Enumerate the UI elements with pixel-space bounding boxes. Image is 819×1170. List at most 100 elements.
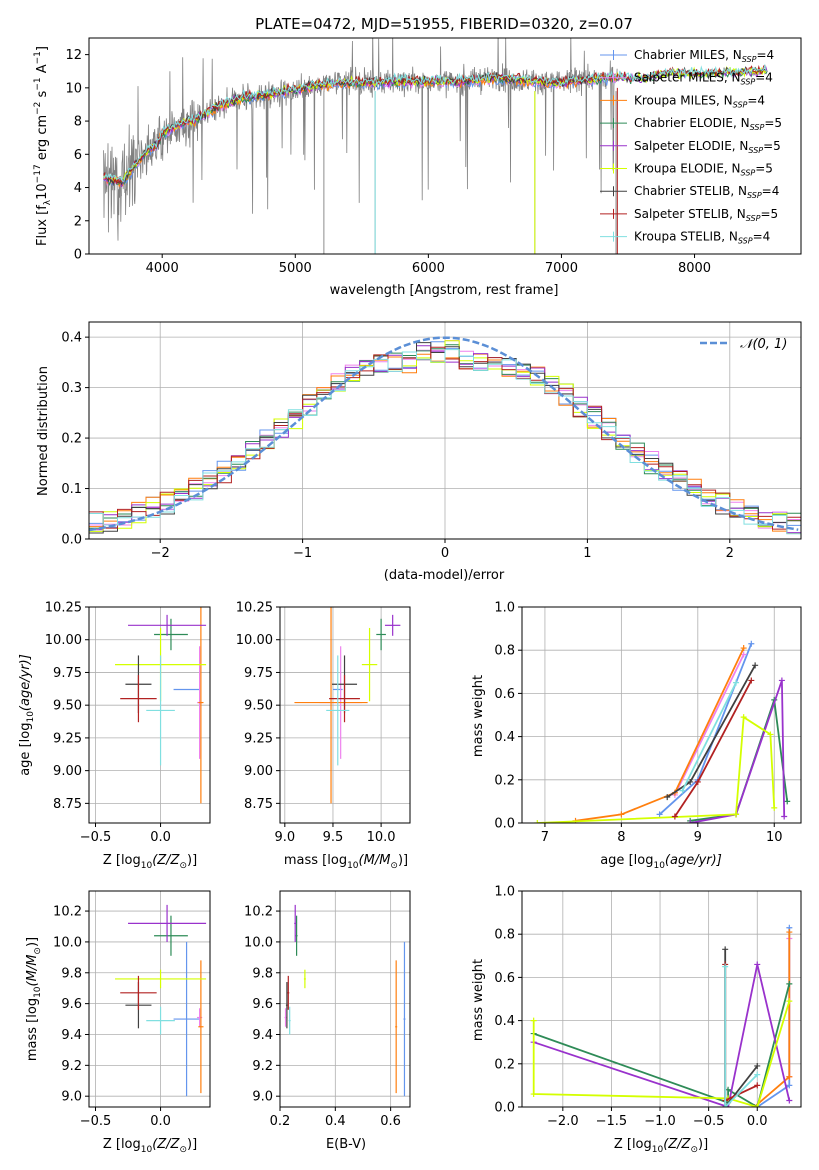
x-tick-label: 0.2 <box>270 1114 291 1129</box>
weight-age-marker-salp_elodie <box>781 813 788 820</box>
label-part: 10 <box>652 1145 664 1155</box>
legend-entry: Chabrier ELODIE, NSSP=5 <box>634 116 782 132</box>
legend-entry: Kroupa ELODIE, NSSP=5 <box>634 162 773 178</box>
x-tick-label: 10 <box>766 830 783 845</box>
y-tick-label: 0.6 <box>494 971 515 986</box>
figure-title: PLATE=0472, MJD=51955, FIBERID=0320, z=0… <box>255 15 633 33</box>
weight-z-marker-chab_elodie <box>786 980 793 987</box>
age-z-xlabel: Z [log10(Z/Z⊙)] <box>103 853 197 871</box>
legend-tail: =5 <box>763 139 781 153</box>
y-tick-label: 10.2 <box>53 905 82 920</box>
weight-z-marker-krou_stelib <box>722 1104 729 1107</box>
y-tick-label: 0.4 <box>494 730 515 745</box>
weight-age-ylabel: mass weight <box>471 675 486 757</box>
label-part: (M/M <box>359 853 391 868</box>
weight-z-marker-chab_stelib <box>722 946 729 953</box>
x-tick-label: 10.0 <box>367 830 396 845</box>
label-part: (age/yr)] <box>18 654 33 711</box>
weight-age-marker-chab_miles <box>748 640 755 647</box>
x-tick-label: 9 <box>694 830 702 845</box>
y-tick-label: 0.8 <box>494 928 515 943</box>
weight-z-xlabel: Z [log10(Z/Z⊙)] <box>614 1137 708 1155</box>
x-tick-label: 9.5 <box>323 830 344 845</box>
x-tick-label: 8000 <box>678 261 711 276</box>
weight-z-marker-krou_elodie <box>530 1017 537 1024</box>
residuals-xlabel: (data-model)/error <box>384 568 505 583</box>
y-tick-label: 10.0 <box>244 935 273 950</box>
weight-z-marker-krou_elodie <box>530 1091 537 1098</box>
y-tick-label: 8 <box>74 115 82 130</box>
x-tick-label: 5000 <box>279 261 312 276</box>
label-part: mass [log <box>25 998 40 1061</box>
weight-age-marker-krou_miles <box>740 645 747 652</box>
label-part: 10 <box>33 986 43 998</box>
y-tick-label: 9.00 <box>244 764 273 779</box>
weight-age-marker-chab_miles <box>656 811 663 818</box>
y-tick-label: 2 <box>74 214 82 229</box>
weight-z-marker-chab_stelib <box>754 1062 761 1069</box>
label-part: 10 <box>653 861 665 871</box>
weight-age-marker-krou_stelib <box>733 679 740 686</box>
mass-z-ylabel: mass [log10(M/M⊙)] <box>25 937 43 1061</box>
x-tick-label: 0 <box>441 546 449 561</box>
legend-tail: =5 <box>760 207 778 221</box>
x-tick-label: 4000 <box>146 261 179 276</box>
weight-vs-metallicity-panel: −2.0 −1.5 −1.0 −0.5 0.0 0.0 0.2 0.4 0.6 0.8 1.0 Z [… <box>494 885 802 1155</box>
y-tick-label: 0.0 <box>494 817 515 832</box>
y-tick-label: 9.0 <box>252 1090 273 1105</box>
legend-sub: SSP <box>741 169 756 178</box>
plot-area <box>534 640 791 823</box>
legend-sub: SSP <box>741 78 756 87</box>
label-part: −17 <box>33 164 43 183</box>
axes-frame <box>521 606 802 824</box>
y-tick-label: 0.6 <box>494 687 515 702</box>
label-part: )] <box>187 853 197 868</box>
y-tick-label: 8.75 <box>53 797 82 812</box>
x-tick-label: 0.0 <box>150 830 171 845</box>
plot-area <box>294 607 401 804</box>
weight-age-line-salp_miles <box>674 654 745 796</box>
legend-text: Chabrier STELIB, N <box>634 184 747 198</box>
y-tick-label: 9.50 <box>53 699 82 714</box>
x-tick-label: −1 <box>293 546 312 561</box>
label-part: −1 <box>33 51 43 64</box>
y-tick-label: 0.0 <box>61 533 82 548</box>
label-part: A <box>35 64 50 77</box>
y-tick-label: 9.25 <box>53 731 82 746</box>
label-part: ⊙ <box>690 1145 698 1155</box>
weight-age-marker-krou_elodie <box>534 820 541 823</box>
weight-age-xlabel: age [log10(age/yr)] <box>600 853 722 871</box>
x-tick-label: 7000 <box>545 261 578 276</box>
y-tick-label: 9.4 <box>252 1028 273 1043</box>
y-tick-label: 1.0 <box>494 601 515 616</box>
residuals-panel: −2 −1 0 1 2 0.0 0.1 0.2 0.3 0.4 𝒩(0, 1) <box>61 321 802 561</box>
x-tick-label: 1 <box>583 546 591 561</box>
y-tick-label: 9.6 <box>61 997 82 1012</box>
y-tick-label: 6 <box>74 148 82 163</box>
x-tick-label: 6000 <box>412 261 445 276</box>
y-tick-label: 9.4 <box>61 1028 82 1043</box>
weight-age-marker-salp_elodie <box>778 677 785 684</box>
weight-age-marker-krou_stelib <box>679 787 686 794</box>
weight-age-marker-salp_stelib <box>748 677 755 684</box>
axes-frame <box>279 606 411 824</box>
mass-ebv-xlabel: E(B-V) <box>326 1137 366 1152</box>
x-tick-label: −0.5 <box>693 1114 725 1129</box>
label-part: ] <box>35 46 50 51</box>
y-tick-label: 0.2 <box>61 432 82 447</box>
label-part: ⊙ <box>179 861 187 871</box>
y-tick-label: 9.25 <box>244 731 273 746</box>
weight-age-marker-salp_stelib <box>694 778 701 785</box>
weight-age-marker-krou_elodie <box>733 811 740 818</box>
legend-sub: SSP <box>738 237 753 246</box>
mass-vs-metallicity-panel: −0.5 0.09.09.29.49.69.810.010.2Z [log10(Z… <box>25 890 211 1155</box>
x-tick-label: −1.0 <box>644 1114 676 1129</box>
label-part: 10 <box>141 1145 153 1155</box>
y-tick-label: 10.00 <box>45 633 82 648</box>
label-part: Z [log <box>103 853 141 868</box>
y-tick-label: 0.2 <box>494 1057 515 1072</box>
y-tick-label: 0 <box>74 248 82 263</box>
mass-z-xlabel: Z [log10(Z/Z⊙)] <box>103 1137 197 1155</box>
label-part: 10 <box>26 711 36 723</box>
weight-age-marker-chab_stelib <box>752 662 759 669</box>
